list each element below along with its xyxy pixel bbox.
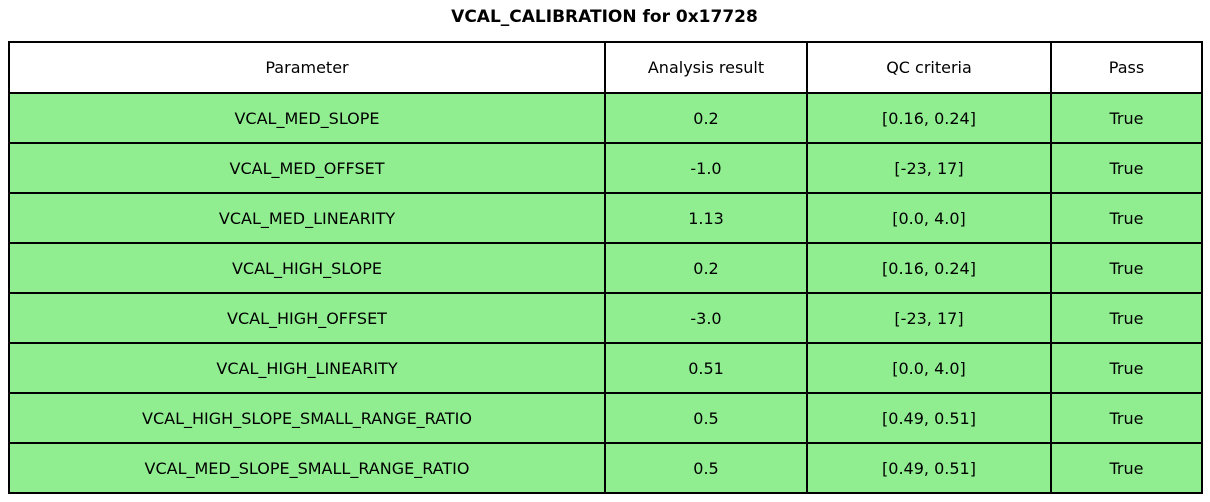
table-row: VCAL_MED_OFFSET -1.0 [-23, 17] True <box>8 142 1203 194</box>
cell-qc-criteria: [0.0, 4.0] <box>806 342 1052 394</box>
page-title: VCAL_CALIBRATION for 0x17728 <box>451 7 758 27</box>
header-cell-parameter: Parameter <box>8 41 606 94</box>
cell-analysis-result: -3.0 <box>604 292 808 344</box>
qc-results-table: Parameter Analysis result QC criteria Pa… <box>8 41 1203 494</box>
cell-parameter: VCAL_MED_SLOPE <box>8 92 606 144</box>
cell-qc-criteria: [-23, 17] <box>806 142 1052 194</box>
cell-pass: True <box>1050 242 1203 294</box>
cell-parameter: VCAL_HIGH_SLOPE <box>8 242 606 294</box>
cell-parameter: VCAL_HIGH_SLOPE_SMALL_RANGE_RATIO <box>8 392 606 444</box>
cell-pass: True <box>1050 142 1203 194</box>
cell-analysis-result: 0.51 <box>604 342 808 394</box>
header-cell-qc-criteria: QC criteria <box>806 41 1052 94</box>
table-row: VCAL_HIGH_LINEARITY 0.51 [0.0, 4.0] True <box>8 342 1203 394</box>
cell-qc-criteria: [0.0, 4.0] <box>806 192 1052 244</box>
cell-parameter: VCAL_MED_LINEARITY <box>8 192 606 244</box>
cell-analysis-result: 0.2 <box>604 242 808 294</box>
cell-qc-criteria: [-23, 17] <box>806 292 1052 344</box>
cell-qc-criteria: [0.49, 0.51] <box>806 442 1052 494</box>
cell-parameter: VCAL_MED_SLOPE_SMALL_RANGE_RATIO <box>8 442 606 494</box>
cell-parameter: VCAL_HIGH_OFFSET <box>8 292 606 344</box>
table-row: VCAL_HIGH_SLOPE_SMALL_RANGE_RATIO 0.5 [0… <box>8 392 1203 444</box>
cell-parameter: VCAL_HIGH_LINEARITY <box>8 342 606 394</box>
cell-pass: True <box>1050 192 1203 244</box>
cell-analysis-result: 0.5 <box>604 442 808 494</box>
cell-analysis-result: 0.2 <box>604 92 808 144</box>
cell-qc-criteria: [0.16, 0.24] <box>806 92 1052 144</box>
table-header-row: Parameter Analysis result QC criteria Pa… <box>8 41 1203 94</box>
cell-pass: True <box>1050 392 1203 444</box>
table-row: VCAL_MED_SLOPE_SMALL_RANGE_RATIO 0.5 [0.… <box>8 442 1203 494</box>
table-row: VCAL_MED_SLOPE 0.2 [0.16, 0.24] True <box>8 92 1203 144</box>
cell-analysis-result: -1.0 <box>604 142 808 194</box>
cell-pass: True <box>1050 442 1203 494</box>
table-row: VCAL_HIGH_OFFSET -3.0 [-23, 17] True <box>8 292 1203 344</box>
cell-pass: True <box>1050 342 1203 394</box>
cell-qc-criteria: [0.49, 0.51] <box>806 392 1052 444</box>
cell-parameter: VCAL_MED_OFFSET <box>8 142 606 194</box>
table-row: VCAL_MED_LINEARITY 1.13 [0.0, 4.0] True <box>8 192 1203 244</box>
cell-pass: True <box>1050 292 1203 344</box>
cell-analysis-result: 0.5 <box>604 392 808 444</box>
header-cell-pass: Pass <box>1050 41 1203 94</box>
cell-pass: True <box>1050 92 1203 144</box>
header-cell-analysis-result: Analysis result <box>604 41 808 94</box>
cell-analysis-result: 1.13 <box>604 192 808 244</box>
table-row: VCAL_HIGH_SLOPE 0.2 [0.16, 0.24] True <box>8 242 1203 294</box>
cell-qc-criteria: [0.16, 0.24] <box>806 242 1052 294</box>
